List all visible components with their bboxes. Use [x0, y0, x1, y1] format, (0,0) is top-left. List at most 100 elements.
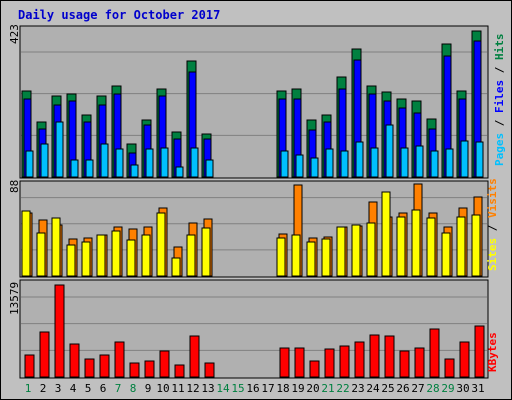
day-label-8: 8 — [130, 382, 137, 395]
bar-pages-day-21 — [325, 148, 334, 178]
day-label-19: 19 — [291, 382, 304, 395]
bar-sites-day-18 — [276, 237, 286, 277]
bar-sites-day-7 — [111, 230, 121, 277]
bar-sites-day-27 — [411, 209, 421, 277]
day-label-23: 23 — [351, 382, 364, 395]
bar-kbytes-day-10 — [159, 350, 170, 378]
bar-sites-day-8 — [126, 239, 136, 277]
day-label-15: 15 — [231, 382, 244, 395]
legend-files: Files — [493, 80, 506, 113]
bar-kbytes-day-24 — [369, 334, 380, 378]
bar-sites-day-12 — [186, 234, 196, 277]
bar-kbytes-day-4 — [69, 343, 80, 378]
bar-pages-day-6 — [100, 143, 109, 178]
bar-pages-day-18 — [280, 150, 289, 178]
bar-kbytes-day-11 — [174, 364, 185, 378]
bar-pages-day-4 — [70, 159, 79, 178]
bar-sites-day-22 — [336, 226, 346, 277]
bar-sites-day-11 — [171, 257, 181, 277]
bar-sites-day-31 — [471, 214, 481, 277]
bar-pages-day-3 — [55, 121, 64, 178]
day-label-16: 16 — [246, 382, 259, 395]
visits-legend: Sites / Visits — [486, 178, 499, 271]
day-label-1: 1 — [25, 382, 32, 395]
bar-kbytes-day-20 — [309, 360, 320, 378]
legend-sep2: / — [493, 60, 506, 80]
bar-pages-day-13 — [205, 159, 214, 178]
day-label-10: 10 — [156, 382, 169, 395]
bar-pages-day-5 — [85, 159, 94, 178]
bar-sites-day-4 — [66, 244, 76, 277]
bar-kbytes-day-5 — [84, 358, 95, 378]
bar-kbytes-day-7 — [114, 341, 125, 378]
bar-kbytes-day-9 — [144, 360, 155, 378]
bar-pages-day-27 — [415, 145, 424, 178]
bar-pages-day-22 — [340, 150, 349, 178]
bar-sites-day-28 — [426, 217, 436, 277]
hits-legend: Pages / Files / Hits — [493, 34, 506, 167]
day-label-14: 14 — [216, 382, 230, 395]
bar-kbytes-day-1 — [24, 354, 35, 378]
day-label-30: 30 — [456, 382, 469, 395]
day-label-27: 27 — [411, 382, 424, 395]
bar-sites-day-13 — [201, 227, 211, 277]
bar-kbytes-day-22 — [339, 345, 350, 378]
bar-sites-day-1 — [21, 210, 31, 277]
bar-pages-day-29 — [445, 148, 454, 178]
day-label-12: 12 — [186, 382, 199, 395]
bar-kbytes-day-12 — [189, 335, 200, 378]
kbytes-max-label: 13579 — [8, 282, 21, 315]
bar-pages-day-8 — [130, 164, 139, 178]
day-label-13: 13 — [201, 382, 214, 395]
bar-kbytes-day-8 — [129, 362, 140, 378]
day-label-3: 3 — [55, 382, 62, 395]
bar-sites-day-24 — [366, 222, 376, 277]
bar-sites-day-23 — [351, 224, 361, 277]
legend-sep: / — [486, 218, 499, 238]
bar-sites-day-26 — [396, 216, 406, 277]
chart-title: Daily usage for October 2017 — [18, 8, 220, 22]
bar-pages-day-28 — [430, 150, 439, 178]
day-label-31: 31 — [471, 382, 484, 395]
bar-kbytes-day-2 — [39, 331, 50, 378]
bar-sites-day-29 — [441, 232, 451, 277]
bar-kbytes-day-31 — [474, 325, 485, 378]
bar-sites-day-10 — [156, 212, 166, 277]
bar-kbytes-day-29 — [444, 358, 455, 378]
bar-kbytes-day-6 — [99, 354, 110, 378]
day-label-11: 11 — [171, 382, 184, 395]
bar-pages-day-24 — [370, 147, 379, 178]
day-label-22: 22 — [336, 382, 349, 395]
legend-pages: Pages — [493, 133, 506, 166]
day-label-7: 7 — [115, 382, 122, 395]
bar-pages-day-1 — [25, 150, 34, 178]
bar-pages-day-26 — [400, 147, 409, 178]
bar-pages-day-7 — [115, 148, 124, 178]
bar-sites-day-20 — [306, 241, 316, 277]
bar-pages-day-31 — [475, 141, 484, 178]
visits-max-label: 88 — [8, 180, 21, 193]
day-labels: 1 2 3 4 5 6 7 8 9 10 11 12 13 14 15 16 17 18 19 20 21 22 23 24 2… — [25, 382, 485, 395]
bar-sites-day-5 — [81, 241, 91, 277]
bar-kbytes-day-18 — [279, 347, 290, 378]
bar-kbytes-day-30 — [459, 341, 470, 378]
bar-kbytes-day-19 — [294, 347, 305, 378]
day-label-5: 5 — [85, 382, 92, 395]
bar-sites-day-25 — [381, 191, 391, 277]
legend-kbytes: KBytes — [486, 332, 499, 372]
kbytes-panel — [19, 279, 489, 379]
bar-pages-day-19 — [295, 154, 304, 178]
bar-kbytes-day-26 — [399, 350, 410, 378]
bar-pages-day-20 — [310, 157, 319, 178]
bar-sites-day-6 — [96, 234, 106, 277]
bar-sites-day-3 — [51, 217, 61, 277]
bar-kbytes-day-3 — [54, 284, 65, 378]
day-label-25: 25 — [381, 382, 394, 395]
day-label-24: 24 — [366, 382, 380, 395]
bar-pages-day-11 — [175, 166, 184, 178]
bar-sites-day-2 — [36, 232, 46, 277]
legend-sites: Sites — [486, 238, 499, 271]
day-label-17: 17 — [261, 382, 274, 395]
bars-layer — [21, 30, 485, 378]
